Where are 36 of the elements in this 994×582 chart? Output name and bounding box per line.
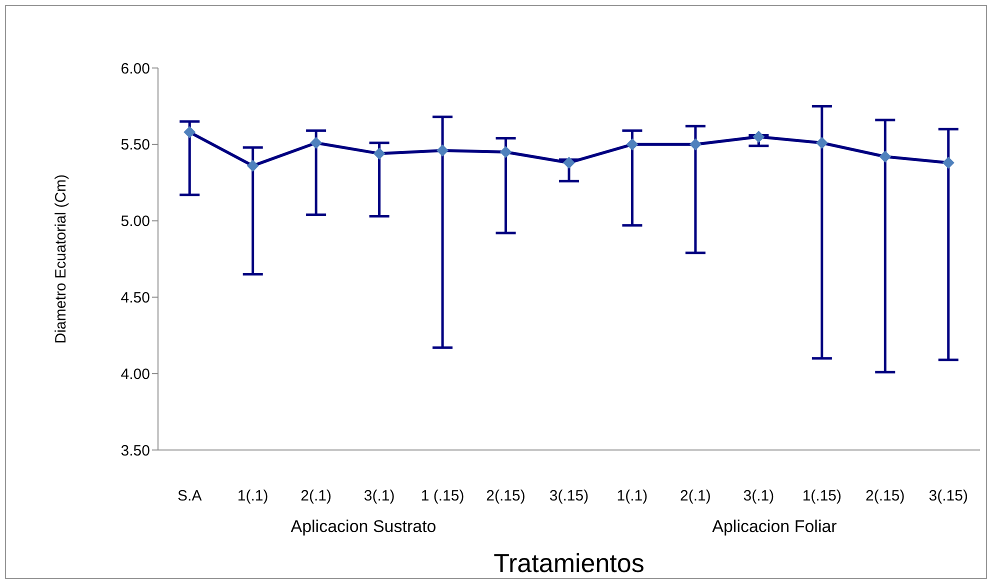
point	[373, 148, 386, 160]
point	[500, 146, 512, 158]
point	[942, 156, 954, 169]
y-tick-label: 4.00	[120, 366, 150, 383]
x-tick-label: 3(.1)	[364, 488, 395, 505]
x-tick-label: 1(.15)	[802, 488, 842, 505]
point	[246, 160, 259, 172]
point	[436, 144, 449, 157]
y-tick-label: 5.50	[120, 136, 150, 154]
text: Aplicacion Sustrato	[290, 517, 438, 537]
x-tick-label: 3(.15)	[549, 488, 589, 505]
x-tick-label: 1 (.15)	[420, 488, 464, 505]
y-axis-title: Diametro Ecuatorial (Cm)	[52, 174, 70, 344]
x-tick-label: 2(.15)	[866, 488, 905, 505]
point	[563, 156, 575, 169]
y-tick-label: 4.50	[120, 290, 150, 307]
point	[689, 138, 702, 150]
x-tick-label: 2(.1)	[680, 488, 711, 505]
x-tick-label: S.A	[178, 488, 202, 505]
x-tick-label: 3(.1)	[743, 488, 774, 505]
point	[816, 136, 828, 149]
y-tick-label: 3.50	[120, 442, 150, 460]
x-axis-title: Tratamientos	[492, 548, 646, 579]
x-tick-label: 1(.1)	[237, 488, 268, 505]
x-tick-label: 2(.1)	[300, 488, 332, 505]
point	[626, 138, 638, 150]
point	[184, 126, 196, 138]
text: Aplicacion Foliar	[711, 517, 838, 537]
point	[752, 130, 765, 143]
y-tick-label: 5.00	[120, 213, 150, 230]
x-tick-label: 3(.15)	[928, 488, 968, 505]
point	[310, 136, 322, 149]
point	[879, 150, 892, 163]
y-tick-label: 6.00	[120, 60, 150, 78]
x-tick-label: 2(.15)	[486, 488, 526, 505]
x-tick-label: 1(.1)	[616, 488, 648, 505]
